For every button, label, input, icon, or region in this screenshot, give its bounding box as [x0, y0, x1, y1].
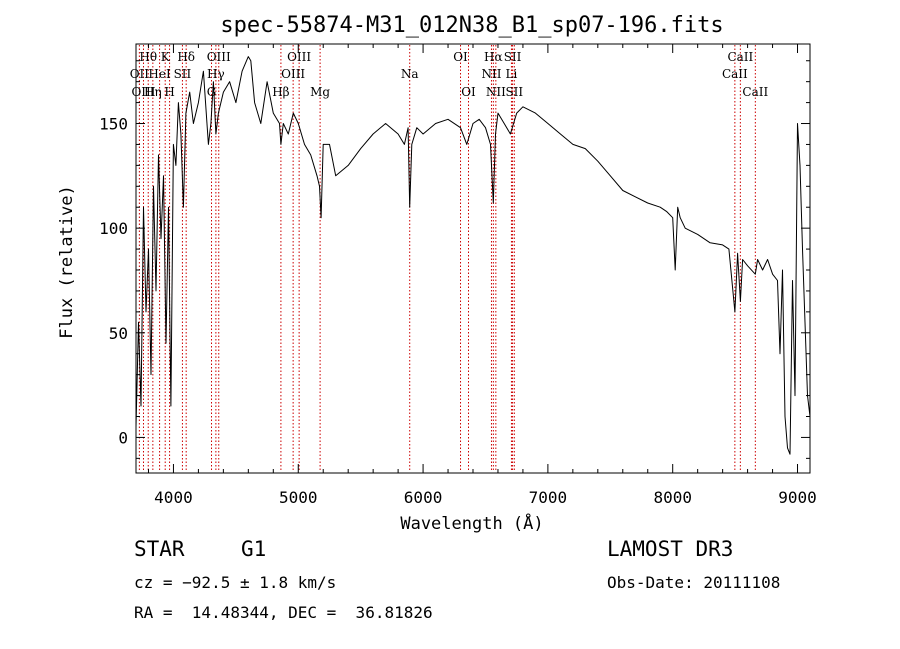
line-label: OIII	[207, 50, 231, 64]
line-label: Hγ	[207, 67, 225, 81]
line-label: H	[164, 85, 174, 99]
line-label: SII	[505, 85, 523, 99]
x-tick-label: 9000	[778, 488, 817, 507]
line-label: OIII	[287, 50, 311, 64]
line-label: Hη	[144, 85, 162, 99]
x-tick-label: 5000	[279, 488, 318, 507]
survey-name: LAMOST DR3	[607, 537, 734, 561]
line-label: OI	[453, 50, 468, 64]
line-label: NII	[486, 85, 506, 99]
y-tick-label: 0	[118, 428, 128, 447]
line-label: SII	[174, 67, 192, 81]
line-label: HeI	[148, 67, 171, 81]
line-label: G	[207, 85, 217, 99]
line-label: Mg	[310, 85, 330, 99]
x-axis-ticks: 4000 5000 6000 7000 8000 9000	[147, 44, 817, 507]
line-label: SII	[504, 50, 522, 64]
line-label: CaII	[727, 50, 753, 64]
plot-frame	[135, 43, 811, 474]
y-tick-label: 150	[99, 115, 128, 134]
x-tick-label: 6000	[404, 488, 443, 507]
x-tick-label: 4000	[154, 488, 193, 507]
line-label: Hθ	[139, 50, 157, 64]
object-subclass: G1	[241, 537, 267, 561]
line-label: Hδ	[177, 50, 195, 64]
redshift-velocity: cz = −92.5 ± 1.8 km/s	[134, 573, 337, 592]
line-label: CaII	[742, 85, 768, 99]
y-tick-label: 50	[109, 324, 128, 343]
object-class: STAR	[134, 537, 185, 561]
line-label: Hα	[484, 50, 503, 64]
spectral-line-markers	[138, 45, 756, 472]
y-axis-label: Flux (relative)	[57, 185, 77, 339]
observation-date: Obs-Date: 20111108	[607, 573, 781, 592]
line-label: OIII	[281, 67, 305, 81]
y-tick-label: 100	[99, 219, 128, 238]
line-label: OI	[461, 85, 476, 99]
x-tick-label: 8000	[653, 488, 692, 507]
line-label: OII	[130, 67, 150, 81]
spectrum-line	[135, 56, 811, 455]
line-label: Na	[401, 67, 419, 81]
y-axis-ticks: 0 50 100 150	[99, 60, 810, 459]
chart-title: spec-55874-M31_012N38_B1_sp07-196.fits	[220, 13, 723, 38]
line-label: OIII	[131, 85, 155, 99]
x-axis-label: Wavelength (Å)	[400, 512, 543, 534]
line-label: CaII	[722, 67, 748, 81]
line-label: Li	[506, 67, 518, 81]
spectrum-chart: spec-55874-M31_012N38_B1_sp07-196.fits H…	[57, 13, 817, 534]
line-label: NII	[481, 67, 501, 81]
x-tick-label: 7000	[529, 488, 568, 507]
coordinates: RA = 14.48344, DEC = 36.81826	[134, 603, 433, 622]
line-label: Hβ	[272, 85, 289, 99]
line-label: K	[161, 50, 171, 64]
